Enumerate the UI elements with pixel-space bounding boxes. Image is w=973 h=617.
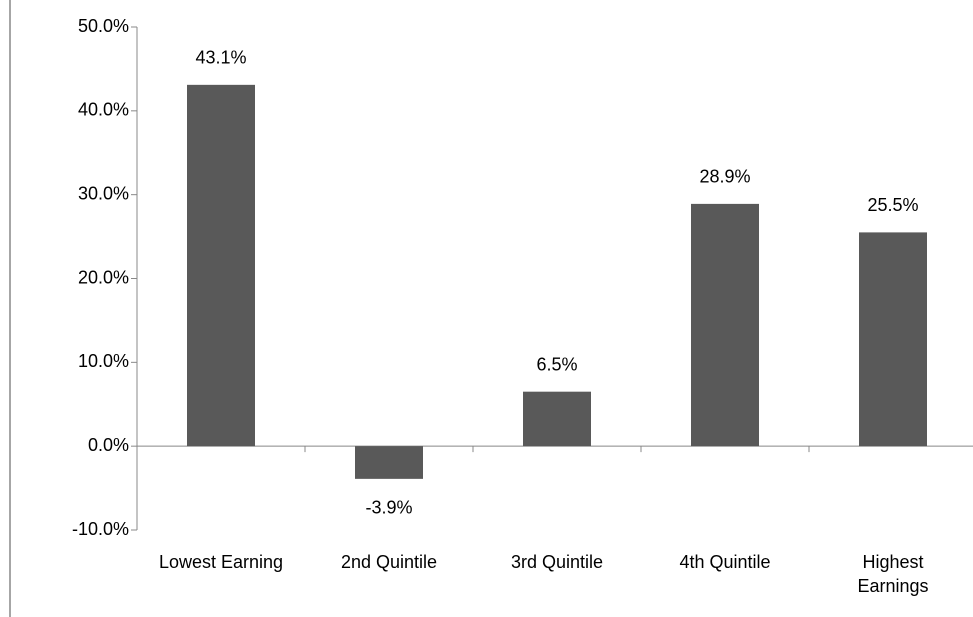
x-tick-label: Lowest Earning (158, 552, 284, 572)
data-label: 28.9% (699, 167, 750, 187)
data-label: 43.1% (195, 48, 246, 68)
bar (691, 203, 759, 447)
data-label: 25.5% (867, 195, 918, 215)
data-label: -3.9% (365, 498, 412, 518)
bar (355, 446, 423, 479)
bar (187, 84, 255, 447)
y-tick-label: 50.0% (78, 16, 129, 36)
data-label: 6.5% (536, 354, 577, 374)
x-tick-label: 3rd Quintile (510, 552, 604, 572)
x-tick-label: 2nd Quintile (340, 552, 438, 572)
x-tick-label: 4th Quintile (679, 552, 771, 572)
x-tick-label: Highest Earnings (857, 552, 929, 596)
y-tick-label: 30.0% (78, 183, 129, 203)
bar (523, 391, 591, 447)
y-tick-label: -10.0% (72, 519, 129, 539)
y-tick-label: 40.0% (78, 100, 129, 120)
y-tick-label: 20.0% (78, 267, 129, 287)
y-tick-label: 10.0% (78, 351, 129, 371)
bar (859, 232, 927, 447)
y-tick-label: 0.0% (88, 435, 129, 455)
